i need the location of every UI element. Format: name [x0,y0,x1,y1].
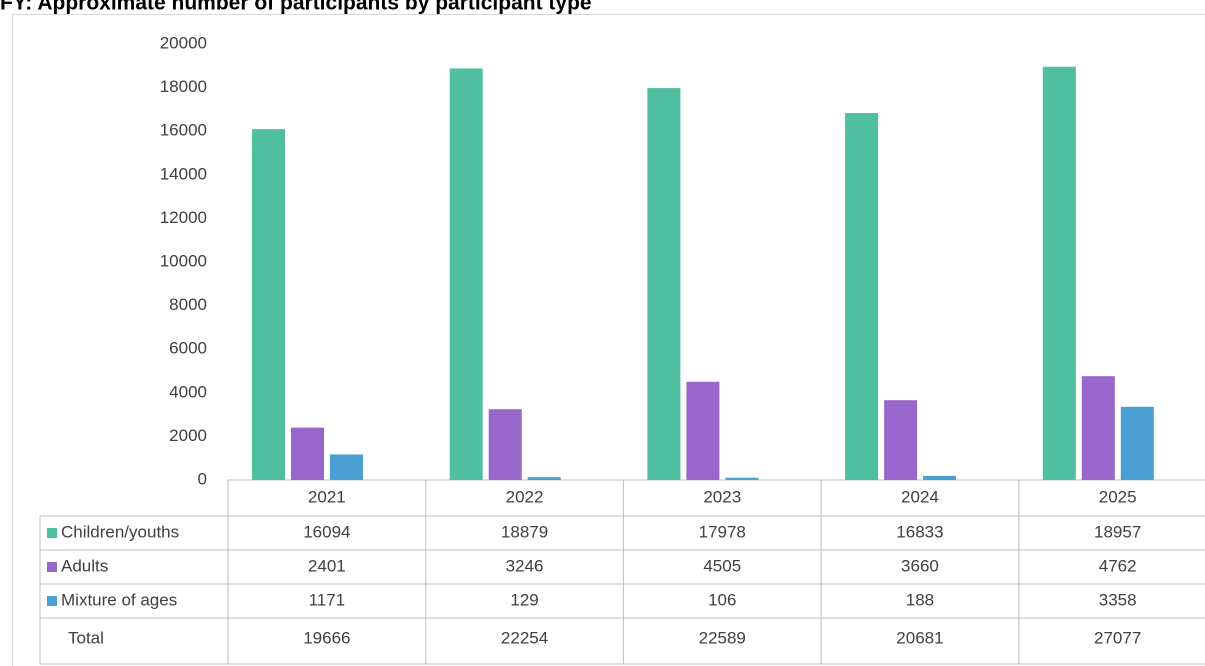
table-value: 4505 [703,556,741,575]
y-tick-label: 0 [198,469,207,488]
total-value: 19666 [303,628,350,647]
legend-label: Adults [61,556,108,575]
bar [923,475,957,480]
total-value: 27077 [1094,628,1141,647]
legend-label: Children/youths [61,522,179,541]
x-tick-label: 2022 [506,487,544,506]
table-value: 3660 [901,556,939,575]
table-value: 188 [906,590,934,609]
bar [845,113,879,481]
x-tick-label: 2025 [1099,487,1137,506]
y-tick-label: 16000 [160,121,207,140]
bar [884,400,918,480]
legend-key [47,562,57,572]
bar [449,68,483,480]
bar [1081,376,1115,480]
table-value: 1171 [309,590,346,609]
table-value: 129 [510,590,538,609]
table-value: 17978 [699,522,746,541]
bar [725,477,759,480]
y-tick-label: 14000 [160,164,207,183]
legend-key [47,528,57,538]
bar [291,427,324,480]
legend-key [47,596,57,606]
bar [330,454,363,480]
x-tick-label: 2023 [703,487,741,506]
y-tick-label: 4000 [169,382,207,401]
y-tick-label: 6000 [169,339,207,358]
y-tick-label: 8000 [169,295,207,314]
chart-border [12,14,1205,666]
bar [686,381,720,480]
bar [1042,66,1076,480]
total-value: 22589 [699,628,746,647]
bar [1120,406,1154,480]
bar [647,88,681,481]
table-value: 16833 [896,522,943,541]
bar [527,477,561,480]
chart-title: FY: Approximate number of participants b… [0,0,592,15]
total-value: 22254 [501,628,548,647]
table-value: 4762 [1099,556,1137,575]
table-value: 18957 [1094,522,1141,541]
table-value: 16094 [303,522,350,541]
y-tick-label: 18000 [160,77,207,96]
table-value: 2401 [308,556,346,575]
y-tick-label: 12000 [160,208,207,227]
bar [488,409,522,480]
x-tick-label: 2024 [901,487,939,506]
table-value: 106 [708,590,736,609]
y-tick-label: 10000 [160,251,207,270]
total-label: Total [68,628,104,647]
total-value: 20681 [896,628,943,647]
table-value: 3246 [506,556,544,575]
table-value: 3358 [1099,590,1137,609]
y-tick-label: 20000 [160,33,207,52]
table-value: 18879 [501,522,548,541]
bar [252,129,285,480]
legend-label: Mixture of ages [61,590,177,609]
x-tick-label: 2021 [308,487,346,506]
y-tick-label: 2000 [169,426,207,445]
